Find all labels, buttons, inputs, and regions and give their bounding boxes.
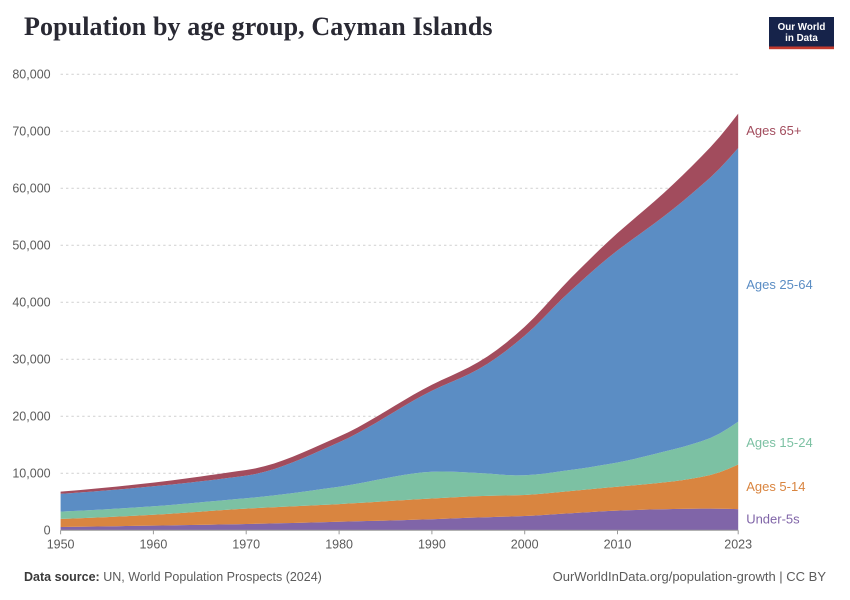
svg-text:Ages 25-64: Ages 25-64 [746, 277, 813, 292]
svg-text:20,000: 20,000 [12, 409, 50, 423]
svg-text:30,000: 30,000 [12, 352, 50, 366]
svg-text:60,000: 60,000 [12, 181, 50, 195]
svg-text:50,000: 50,000 [12, 238, 50, 252]
svg-text:0: 0 [44, 523, 51, 537]
svg-text:1990: 1990 [418, 537, 446, 551]
svg-text:1980: 1980 [325, 537, 353, 551]
svg-text:Our World: Our World [778, 22, 826, 33]
svg-text:Under-5s: Under-5s [746, 512, 800, 527]
svg-text:1970: 1970 [232, 537, 260, 551]
svg-text:1950: 1950 [47, 537, 75, 551]
svg-text:1960: 1960 [139, 537, 167, 551]
svg-text:70,000: 70,000 [12, 124, 50, 138]
svg-text:40,000: 40,000 [12, 295, 50, 309]
svg-text:2000: 2000 [511, 537, 539, 551]
svg-text:2010: 2010 [604, 537, 632, 551]
svg-text:2023: 2023 [724, 537, 752, 551]
svg-text:80,000: 80,000 [12, 67, 50, 81]
svg-text:10,000: 10,000 [12, 466, 50, 480]
svg-text:in Data: in Data [785, 33, 818, 44]
svg-text:Ages 15-24: Ages 15-24 [746, 435, 813, 450]
svg-text:Ages 5-14: Ages 5-14 [746, 479, 805, 494]
svg-text:Ages 65+: Ages 65+ [746, 123, 801, 138]
